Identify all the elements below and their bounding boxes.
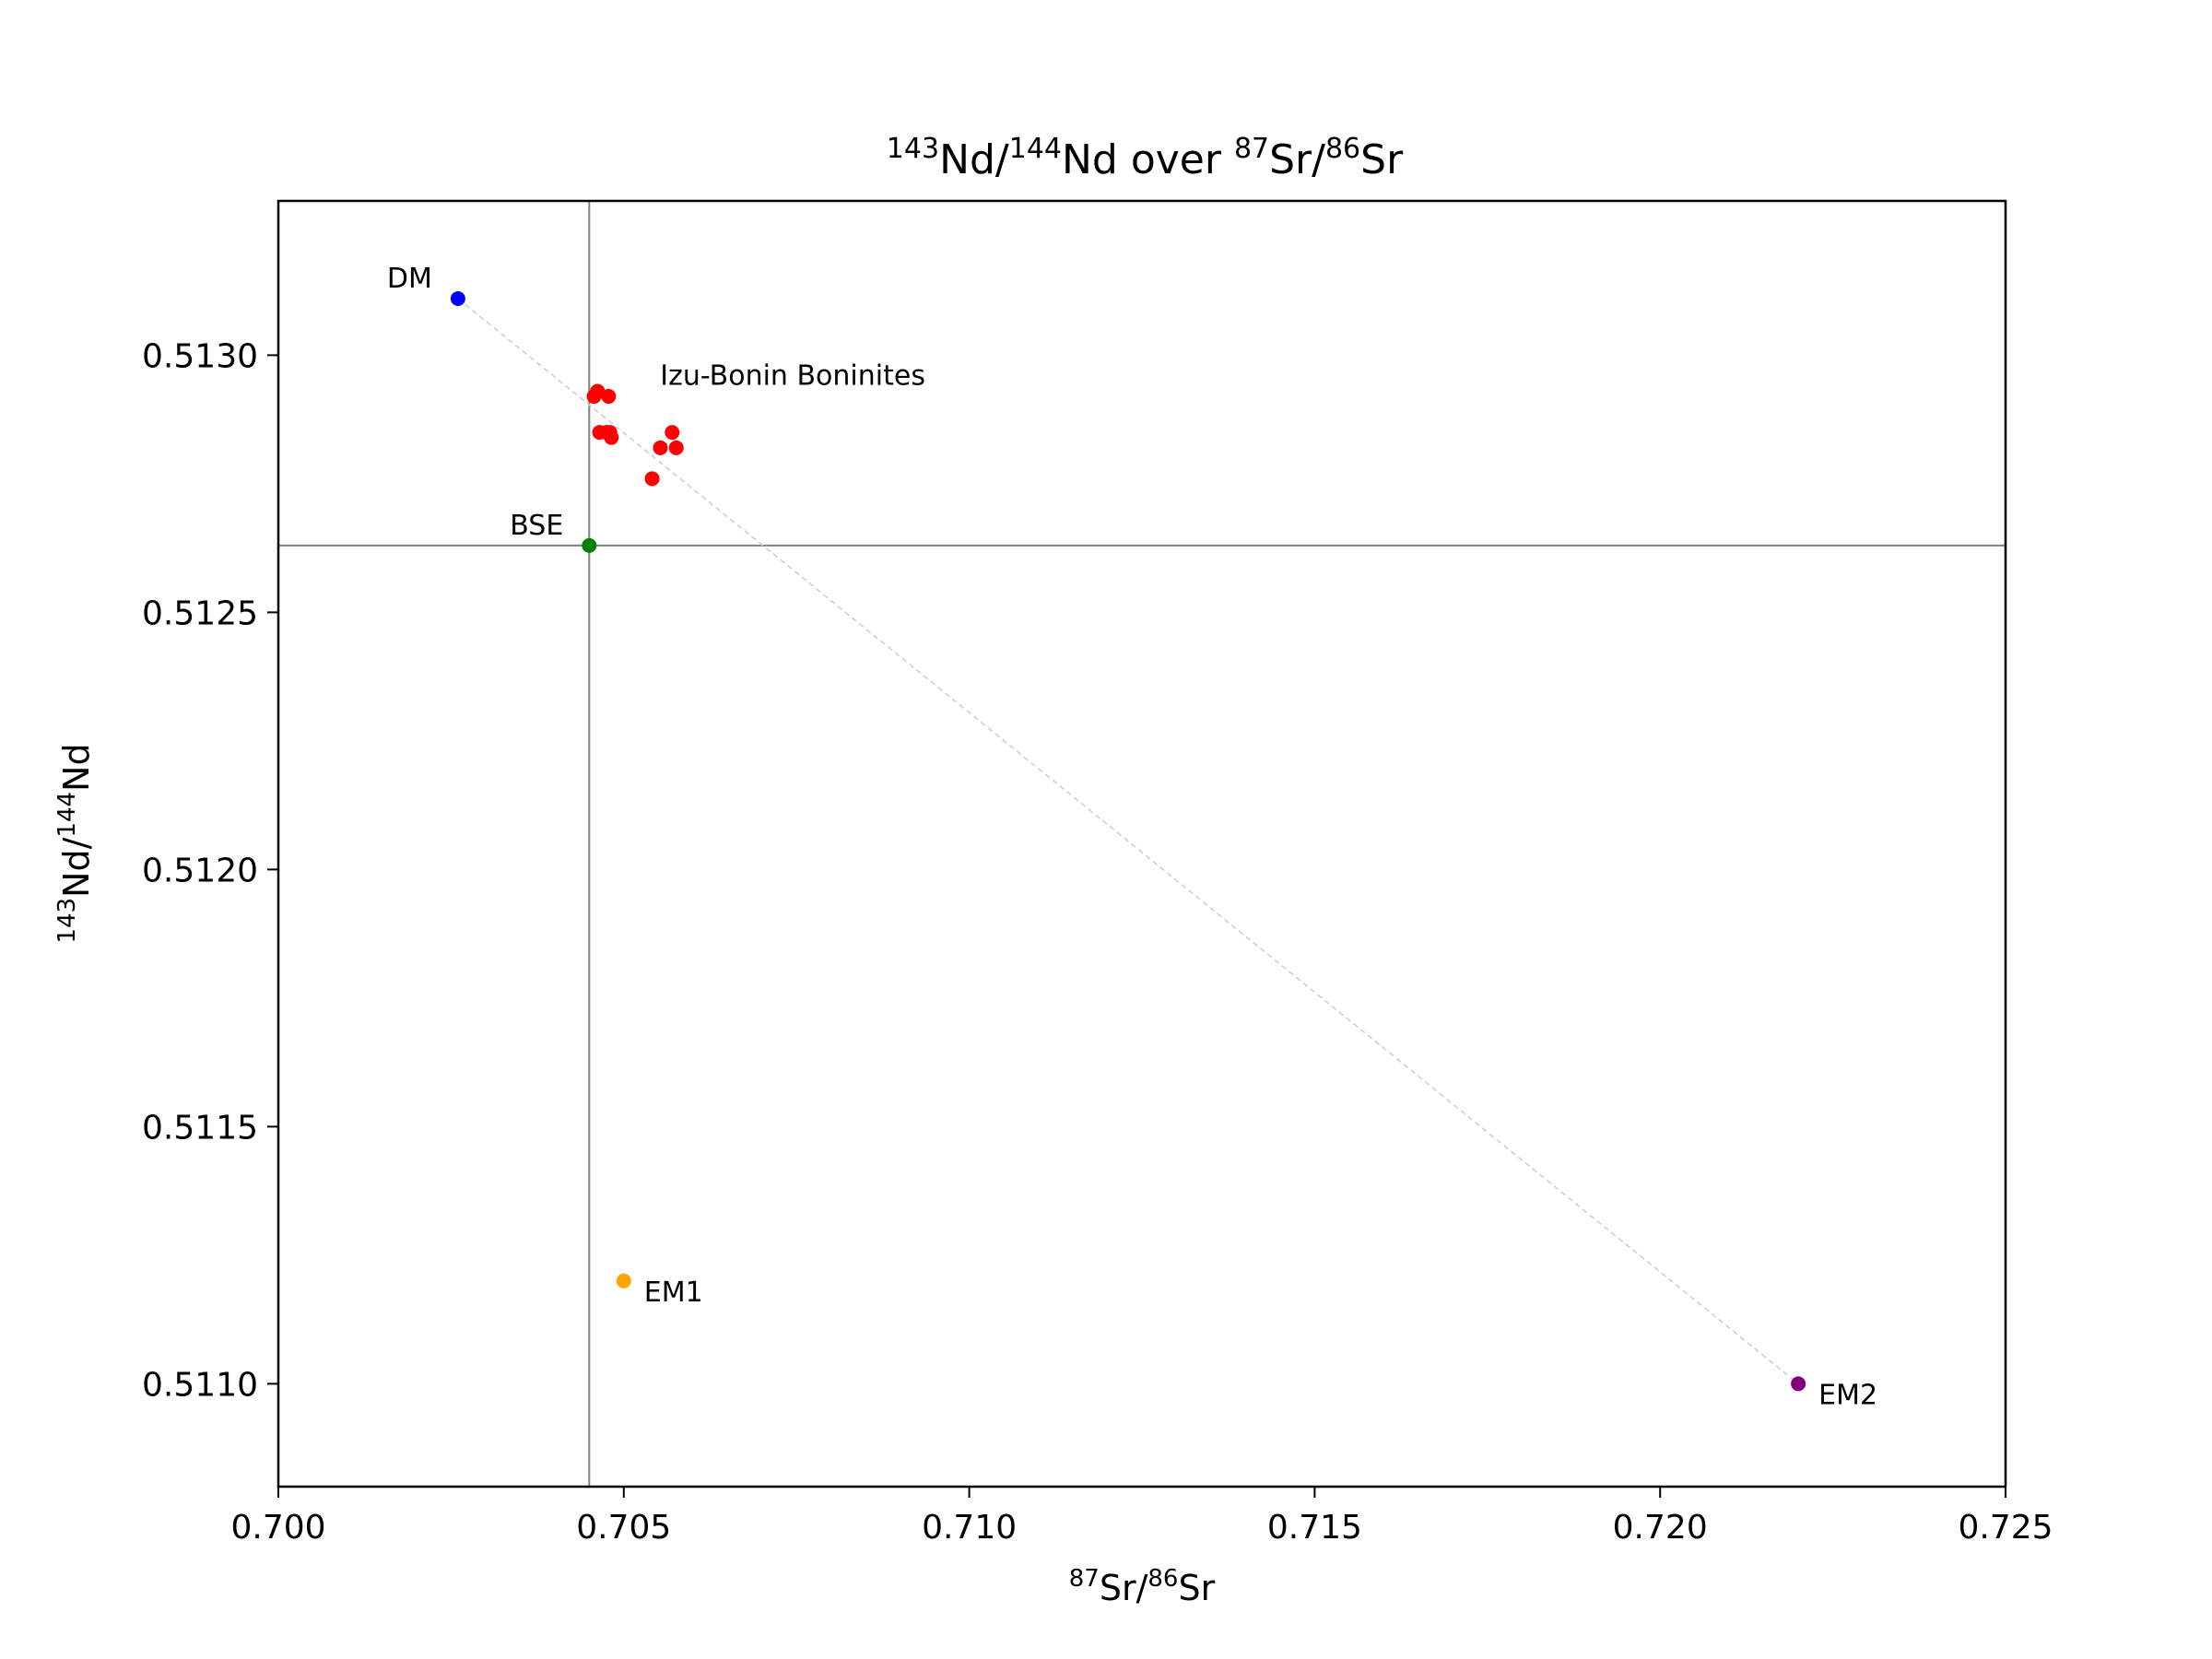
y-axis-label: 143Nd/144Nd [53, 743, 97, 943]
end-member-label-dm: DM [387, 263, 432, 295]
y-tick-label: 0.5125 [142, 594, 258, 632]
plot-frame [276, 199, 2007, 1488]
y-tick-label: 0.5130 [142, 337, 258, 375]
y-tick-label: 0.5120 [142, 852, 258, 889]
point-labels: Izu-Bonin Boninites DM BSE EM1 EM2 [387, 263, 1877, 1411]
data-points [450, 291, 1806, 1392]
end-member-label-em2: EM2 [1818, 1379, 1877, 1411]
end-member-point-bse [582, 537, 597, 553]
boninite-point [653, 440, 668, 455]
x-tick-label: 0.715 [1267, 1509, 1362, 1547]
y-tick-label: 0.5110 [142, 1366, 258, 1404]
mixing-line [457, 298, 1799, 1384]
x-tick-label: 0.700 [230, 1509, 325, 1547]
boninite-point [644, 471, 660, 487]
end-member-label-em1: EM1 [644, 1277, 703, 1309]
reference-lines [278, 201, 2006, 1487]
chart-title: 143Nd/144Nd over 87Sr/86Sr [887, 133, 1404, 184]
x-tick-label: 0.720 [1613, 1509, 1708, 1547]
x-tick-label: 0.725 [1958, 1509, 2053, 1547]
x-axis-ticks: 0.700 0.705 0.710 0.715 0.720 0.725 [230, 1487, 2053, 1547]
end-member-label-bse: BSE [510, 510, 563, 542]
boninite-point [668, 440, 684, 455]
boninite-point [601, 389, 617, 405]
boninite-point [586, 389, 602, 405]
x-tick-label: 0.710 [922, 1509, 1017, 1547]
boninite-point [665, 425, 680, 441]
end-member-point-em2 [1791, 1376, 1806, 1392]
y-tick-label: 0.5115 [142, 1109, 258, 1147]
boninite-point [604, 429, 619, 445]
mixing-line-layer [457, 298, 1799, 1384]
end-member-point-em1 [616, 1273, 631, 1288]
end-member-point-dm [450, 291, 465, 307]
x-tick-label: 0.705 [576, 1509, 671, 1547]
x-axis-label: 87Sr/86Sr [1069, 1565, 1216, 1608]
y-axis-ticks: 0.5110 0.5115 0.5120 0.5125 0.5130 [142, 337, 278, 1404]
series-label: Izu-Bonin Boninites [660, 360, 925, 393]
